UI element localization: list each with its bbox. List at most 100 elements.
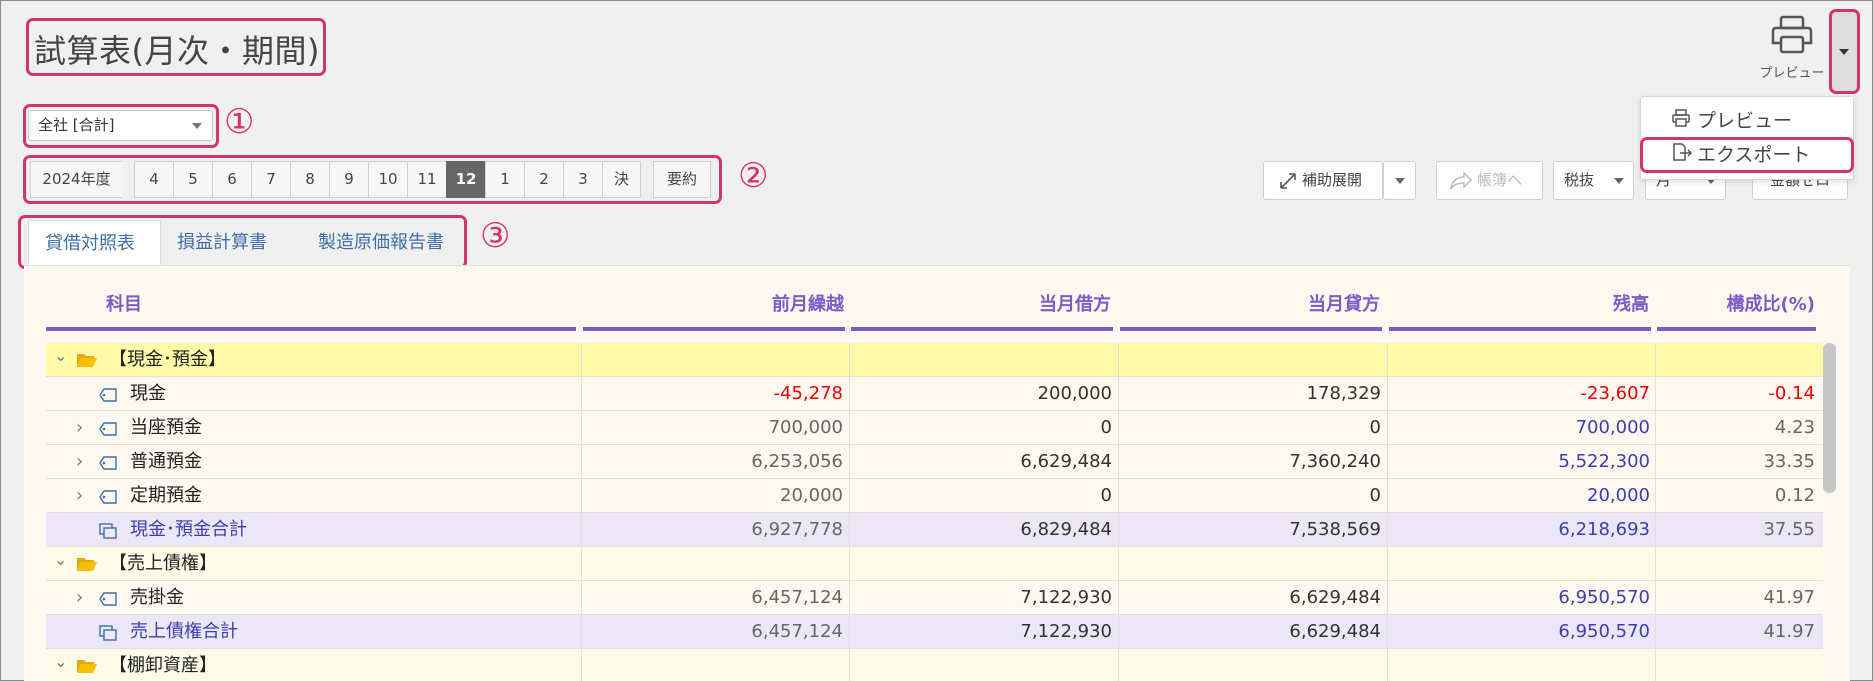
company-select[interactable]: 全社 [合計] [28,110,213,141]
prev-balance-cell: 6,457,124 [751,587,843,608]
column-header-account: 科目 [106,294,142,315]
account-label[interactable]: 売掛金 [130,587,184,608]
table-row[interactable]: › 普通預金 6,253,056 6,629,484 7,360,240 5,522,30… [46,445,1823,479]
column-separator [1387,445,1388,479]
debit-cell: 6,829,484 [1020,519,1112,540]
sub-expand-dropdown[interactable] [1383,161,1416,200]
account-label[interactable]: 現金 [130,383,166,404]
prev-balance-cell: 700,000 [768,417,843,438]
debit-cell: 200,000 [1037,383,1112,404]
month-button[interactable]: 3 [563,161,602,198]
tab-manufacturing-cost[interactable]: 製造原価報告書 [318,232,444,253]
expand-icon [1280,173,1296,189]
print-dropdown-button[interactable] [1832,12,1857,91]
settlement-button[interactable]: 決 [602,161,641,198]
table-group-row[interactable]: ⌄ 【棚卸資産】 [46,649,1823,681]
table-row[interactable]: › 定期預金 20,000 0 0 20,000 0.12 [46,479,1823,513]
balance-cell: 6,218,693 [1558,519,1650,540]
prev-balance-cell: 6,457,124 [751,621,843,642]
column-separator [581,615,582,649]
table-total-row[interactable]: 売上債権合計 6,457,124 7,122,930 6,629,484 6,950,5… [46,615,1823,649]
expand-chevron-icon[interactable]: › [76,417,84,438]
month-button[interactable]: 6 [212,161,251,198]
month-button-active[interactable]: 12 [446,161,485,198]
credit-cell: 178,329 [1306,383,1381,404]
tax-mode-select[interactable]: 税抜 [1553,161,1634,200]
ratio-cell: 0.12 [1774,485,1815,506]
month-button[interactable]: 4 [134,161,173,198]
company-select-value: 全社 [合計] [38,116,115,134]
column-separator [581,479,582,513]
annotation-marker-2: ② [738,156,769,196]
table-scrollbar[interactable] [1823,343,1836,493]
table-row[interactable]: › 売掛金 6,457,124 7,122,930 6,629,484 6,950,570… [46,581,1823,615]
collapse-chevron-icon[interactable]: ⌄ [54,652,68,671]
total-label: 売上債権合計 [130,621,238,642]
menu-item-export[interactable]: エクスポート [1673,140,1810,167]
table-group-row[interactable]: ⌄ 【現金･預金】 [46,343,1823,377]
column-header-prev-balance: 前月繰越 [772,294,844,315]
expand-chevron-icon[interactable]: › [76,485,84,506]
credit-cell: 6,629,484 [1289,621,1381,642]
total-label: 現金･預金合計 [130,519,247,540]
month-button[interactable]: 9 [329,161,368,198]
account-label[interactable]: 当座預金 [130,417,202,438]
collapse-chevron-icon[interactable]: ⌄ [54,550,68,569]
prev-balance-cell: -45,278 [773,383,843,404]
balance-cell: 20,000 [1587,485,1650,506]
column-separator [849,377,850,411]
export-icon [1673,143,1693,161]
fiscal-year-button[interactable]: 2024年度 [30,161,122,198]
table-total-row[interactable]: 現金･預金合計 6,927,778 6,829,484 7,538,569 6,218,… [46,513,1823,547]
collapse-chevron-icon[interactable]: ⌄ [54,346,68,365]
annotation-marker-1: ① [224,102,255,142]
table-row[interactable]: 現金 -45,278 200,000 178,329 -23,607 -0.14 [46,377,1823,411]
to-ledger-label: 帳簿へ [1477,171,1523,189]
table-group-row[interactable]: ⌄ 【売上債権】 [46,547,1823,581]
header-underline [1120,327,1382,331]
month-button[interactable]: 8 [290,161,329,198]
debit-cell: 6,629,484 [1020,451,1112,472]
column-separator [1118,547,1119,581]
column-separator [1655,615,1656,649]
month-button[interactable]: 1 [485,161,524,198]
chevron-down-icon [1614,178,1624,184]
month-button[interactable]: 2 [524,161,563,198]
column-separator [1655,377,1656,411]
month-button[interactable]: 5 [173,161,212,198]
chevron-down-icon [1839,49,1849,55]
header-underline [1389,327,1651,331]
column-separator [1655,513,1656,547]
prev-balance-cell: 20,000 [780,485,843,506]
page-title: 試算表(月次・期間) [34,32,320,70]
title-highlight [26,18,326,76]
column-separator [1387,513,1388,547]
month-button[interactable]: 10 [368,161,407,198]
column-separator [849,547,850,581]
chevron-down-icon [1395,178,1405,184]
column-separator [1387,547,1388,581]
month-button[interactable]: 7 [251,161,290,198]
tab-balance-sheet[interactable]: 貸借対照表 [28,220,161,265]
balance-cell: 6,950,570 [1558,587,1650,608]
summary-button[interactable]: 要約 [653,161,711,198]
column-separator [581,649,582,681]
column-separator [849,513,850,547]
prev-balance-cell: 6,927,778 [751,519,843,540]
tab-income-statement[interactable]: 損益計算書 [177,232,267,253]
group-label: 【現金･預金】 [109,349,226,370]
table-row[interactable]: › 当座預金 700,000 0 0 700,000 4.23 [46,411,1823,445]
header-underline [851,327,1113,331]
column-separator [849,615,850,649]
account-label[interactable]: 定期預金 [130,485,202,506]
ratio-cell: -0.14 [1768,383,1815,404]
month-button[interactable]: 11 [407,161,446,198]
menu-item-preview[interactable]: プレビュー [1672,106,1792,133]
to-ledger-button[interactable]: 帳簿へ [1436,161,1543,200]
account-label[interactable]: 普通預金 [130,451,202,472]
print-button[interactable]: プレビュー [1752,14,1832,81]
expand-chevron-icon[interactable]: › [76,451,84,472]
sub-expand-button[interactable]: 補助展開 [1263,161,1383,200]
expand-chevron-icon[interactable]: › [76,587,84,608]
column-separator [1387,479,1388,513]
